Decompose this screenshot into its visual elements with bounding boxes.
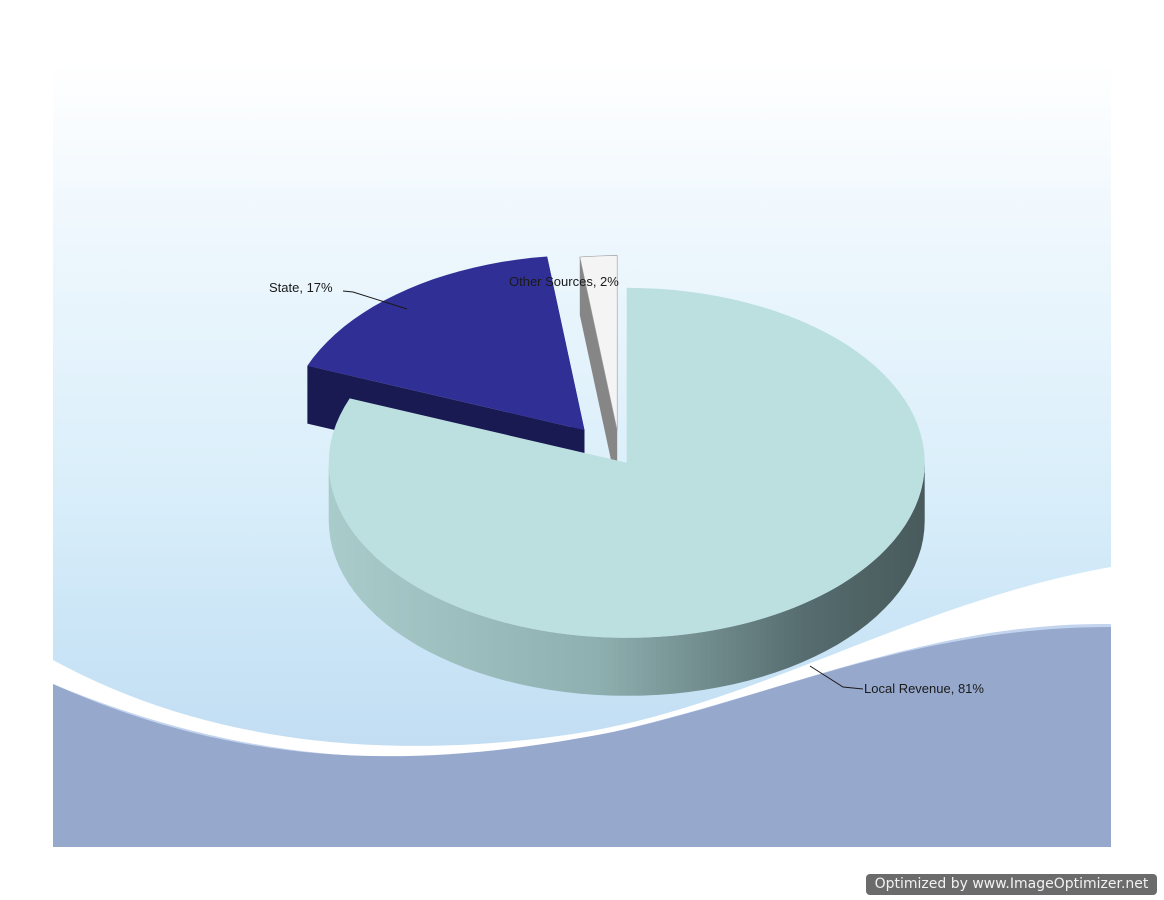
data-label-state: State, 17% [269,280,333,295]
leader-line-local-revenue [809,665,864,690]
pie-slice-top [579,255,618,431]
pie-slice-other-sources [579,255,618,489]
pie-slice-cut-face [579,257,618,489]
pie-slice-local-revenue [328,287,925,696]
data-label-other-sources: Other Sources, 2% [509,274,619,289]
pie-slice-top [328,287,925,638]
leader-line-state [342,290,408,310]
watermark: Optimized by www.ImageOptimizer.net [866,874,1157,895]
leader-lines [342,290,864,690]
wave-blue-front [53,627,1111,847]
pie-chart [307,255,925,696]
slide-area: State, 17% Other Sources, 2% Local Reven… [53,62,1111,847]
pie-slice-side [328,462,925,696]
pie-slice-top [307,256,585,431]
data-label-local-revenue: Local Revenue, 81% [864,681,984,696]
slide-canvas [53,255,1111,847]
